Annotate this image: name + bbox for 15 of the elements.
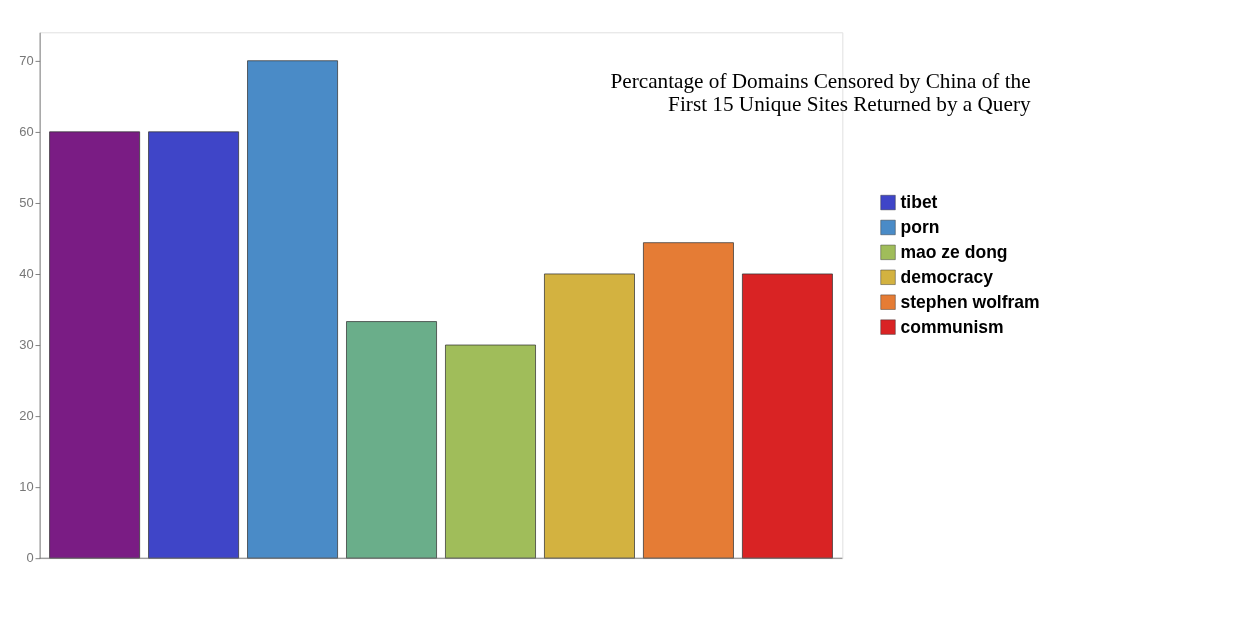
legend-label: tibet bbox=[900, 192, 938, 213]
legend-label: porn bbox=[900, 216, 940, 237]
y-tick-label: 10 bbox=[19, 479, 34, 495]
y-tick-label: 60 bbox=[19, 123, 34, 139]
y-tick-label: 20 bbox=[19, 408, 34, 424]
legend-label: mao ze dong bbox=[900, 241, 1008, 262]
y-tick-label: 50 bbox=[19, 195, 34, 211]
legend-label: communism bbox=[900, 316, 1004, 337]
y-tick-label: 40 bbox=[19, 266, 34, 282]
text: Percantage of Domains Censored by China of the bbox=[610, 68, 1031, 93]
y-tick-label: 0 bbox=[26, 550, 34, 566]
legend-label: stephen wolfram bbox=[900, 291, 1040, 312]
y-tick-label: 30 bbox=[19, 337, 34, 353]
legend-label: democracy bbox=[900, 266, 994, 287]
y-tick-label: 70 bbox=[19, 52, 34, 68]
